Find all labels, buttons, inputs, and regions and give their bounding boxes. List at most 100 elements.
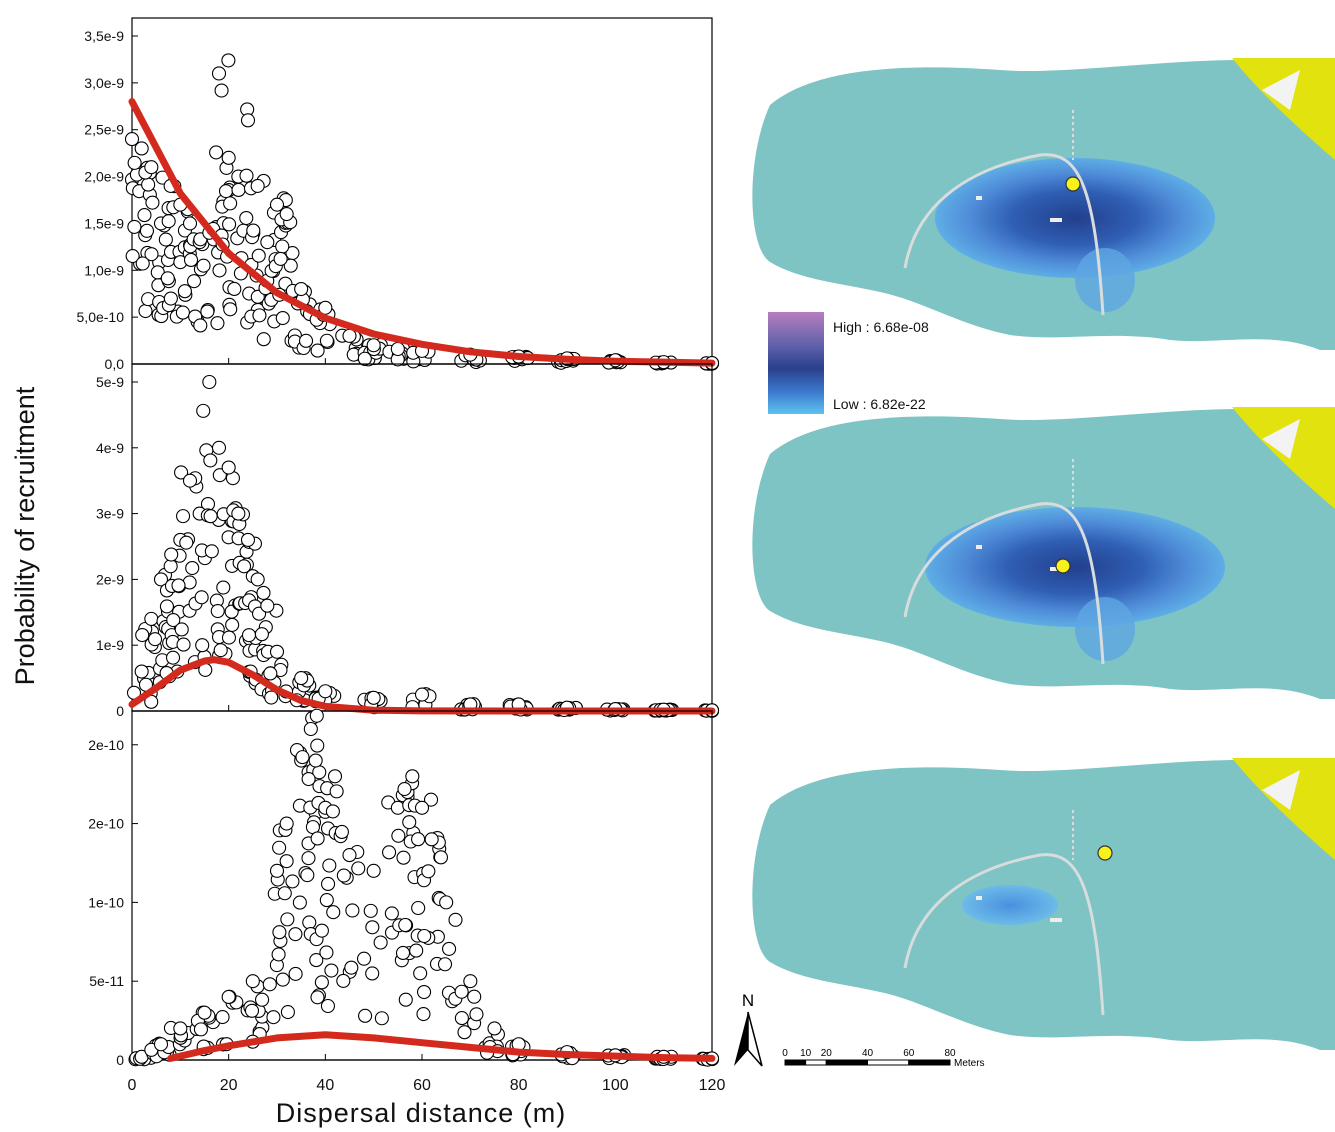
scatter-point — [227, 281, 242, 297]
scatter-point — [134, 141, 149, 156]
scatter-point — [334, 824, 349, 840]
scatter-point — [240, 113, 256, 128]
fit-curve — [128, 98, 716, 367]
scatter-point — [138, 303, 153, 319]
scatter-point — [139, 223, 155, 238]
scatter-point — [373, 935, 388, 950]
scatter-point — [209, 145, 224, 160]
scatter-point — [171, 578, 186, 593]
scatter-point — [344, 960, 359, 975]
scatter-point — [294, 281, 309, 297]
scatter-point — [390, 341, 405, 357]
scatter-point — [310, 990, 325, 1005]
scatter-point — [250, 178, 265, 193]
map-land-detail — [1262, 770, 1300, 810]
scatter-point — [327, 769, 343, 784]
scatter-point — [223, 196, 238, 211]
legend-low-label: Low : 6.82e-22 — [833, 396, 926, 412]
scatter-point — [448, 912, 463, 927]
scatter-point — [141, 177, 156, 192]
y-tick-label: 2e-10 — [88, 816, 124, 832]
building — [1050, 218, 1062, 222]
scale-segment — [867, 1059, 910, 1066]
scatter-point — [301, 772, 316, 787]
scatter-point — [309, 708, 324, 723]
y-tick-label: 5e-11 — [89, 973, 124, 989]
scatter-point — [251, 248, 266, 263]
scatter-point — [272, 840, 287, 855]
scatter-point — [266, 1010, 281, 1025]
scatter-point — [144, 160, 159, 175]
x-tick-labels: 0 20 40 60 80 100 120 — [128, 1077, 726, 1094]
scatter-point — [275, 310, 290, 326]
scale-tick-label: 0 — [782, 1048, 788, 1059]
building — [1050, 918, 1062, 922]
x-tick-label: 80 — [510, 1077, 528, 1094]
scatter-point — [310, 343, 325, 358]
scatter-point — [416, 1007, 431, 1022]
scatter-point — [213, 643, 228, 658]
scatter-point — [231, 182, 246, 198]
y-tick-label: 1e-9 — [96, 637, 124, 653]
scatter-point — [433, 850, 449, 865]
scatter-point — [279, 207, 294, 222]
scatter-point — [241, 628, 257, 643]
scatter-point — [283, 258, 298, 273]
scatter-point — [194, 590, 209, 605]
scatter-point — [277, 886, 292, 901]
scatter-point — [193, 318, 208, 333]
north-label: N — [742, 991, 754, 1010]
scatter-point — [160, 271, 175, 286]
scatter-point — [314, 975, 329, 990]
building — [976, 196, 982, 200]
scatter-point — [467, 989, 482, 1004]
scale-unit-label: Meters — [954, 1058, 985, 1069]
chart-panel-top: 0,0 5,0e-10 1,0e-9 1,5e-9 2,0e-9 2,5e-9 3,0e-9… — [77, 17, 720, 372]
scatter-point — [221, 989, 236, 1005]
scatter-point — [405, 769, 420, 784]
scatter-point — [204, 544, 219, 559]
scatter-point — [288, 927, 303, 942]
scatter-point — [411, 832, 426, 847]
scatter-point — [216, 580, 231, 595]
scatter-point — [391, 828, 406, 843]
scatter-point — [295, 750, 310, 765]
scatter-point — [203, 509, 218, 524]
scatter-point — [153, 1037, 169, 1052]
scatter-point — [275, 239, 290, 254]
y-tick-label: 1e-10 — [88, 894, 124, 910]
scatter-point — [382, 845, 397, 860]
scatter-point — [398, 917, 413, 933]
y-axis-label: Probability of recruitment — [10, 386, 40, 685]
scatter-point — [231, 506, 246, 521]
scatter-point — [342, 848, 357, 863]
scatter-point — [285, 874, 300, 889]
scatter-point — [163, 291, 178, 306]
scatter-point — [292, 895, 307, 910]
scatter-point — [212, 263, 227, 278]
scatter-point — [324, 963, 339, 978]
scatter-point — [336, 868, 351, 883]
scatter-point — [197, 1005, 212, 1020]
y-tick-label: 0,0 — [105, 356, 125, 372]
y-tick-label: 0 — [116, 703, 124, 719]
scatter-point — [314, 923, 329, 938]
scale-segment — [784, 1059, 807, 1066]
scatter-point — [255, 992, 270, 1007]
scatter-point — [254, 627, 269, 642]
scatter-point — [260, 598, 275, 613]
x-tick-label: 0 — [128, 1077, 137, 1094]
scatter-point — [186, 274, 202, 289]
scatter-point — [244, 1003, 260, 1018]
scatter-point — [409, 943, 424, 958]
map-legend: High : 6.68e-08 Low : 6.82e-22 — [768, 312, 929, 414]
scatter-point — [176, 637, 191, 652]
scatter-point — [357, 351, 372, 366]
scatter-points — [124, 53, 720, 371]
legend-high-label: High : 6.68e-08 — [833, 319, 929, 335]
scale-segment — [825, 1059, 868, 1066]
scatter-point — [158, 232, 173, 247]
scatter-point — [137, 208, 152, 223]
trail-line — [903, 853, 1105, 1016]
